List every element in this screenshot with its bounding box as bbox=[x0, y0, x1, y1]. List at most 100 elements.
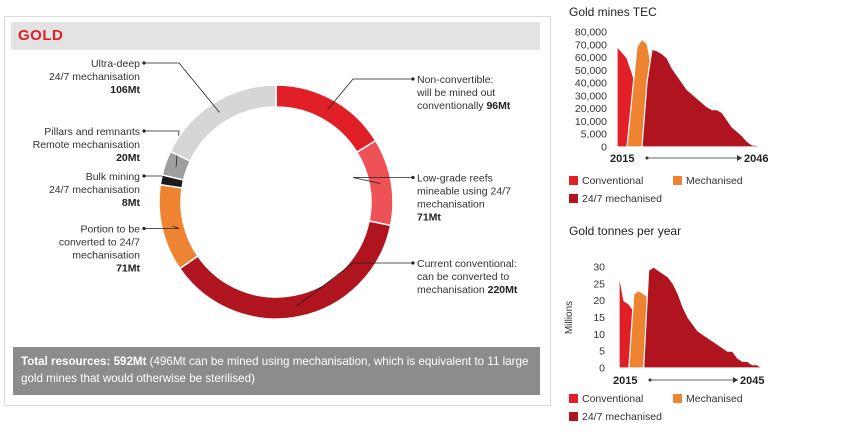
slice-label-prefix: conventionally bbox=[417, 100, 486, 112]
x-axis-arrow-dot bbox=[648, 378, 652, 382]
leader-line-ultra-deep bbox=[144, 62, 220, 113]
x-end-label: 2045 bbox=[740, 375, 764, 387]
slice-label-line: 71Mt bbox=[417, 212, 441, 224]
x-axis-arrow-head bbox=[737, 155, 742, 161]
y-tick-label: 15 bbox=[593, 312, 605, 324]
slice-low-grade-reefs bbox=[355, 139, 394, 227]
slice-label-line: will be mined out bbox=[416, 87, 495, 99]
y-tick-label: 20,000 bbox=[575, 103, 607, 115]
y-tick-label: 40,000 bbox=[575, 78, 607, 90]
slice-label-line: Remote mechanisation bbox=[33, 139, 141, 151]
y-tick-label: 70,000 bbox=[575, 39, 607, 51]
slice-label-line: Current conventional: bbox=[417, 258, 517, 270]
slice-label-line: mechanisation bbox=[72, 250, 140, 262]
total-resources-box: Total resources: 592Mt (496Mt can be min… bbox=[13, 347, 540, 395]
slice-label-current-conventional: Current conventional: can be converted to… bbox=[417, 258, 518, 296]
y-tick-label: 30,000 bbox=[575, 90, 607, 102]
slice-label-line: 20Mt bbox=[116, 152, 140, 164]
slice-label-line: 24/7 mechanisation bbox=[49, 71, 140, 83]
y-tick-label: 5,000 bbox=[581, 129, 607, 141]
slice-label-line: can be converted to bbox=[417, 271, 509, 283]
gold-panel bbox=[4, 16, 551, 406]
slice-ultra-deep bbox=[169, 84, 277, 163]
x-axis-arrow-dot bbox=[645, 156, 649, 160]
legend-swatch-conventional bbox=[569, 176, 578, 185]
y-tick-label: 0 bbox=[599, 363, 605, 375]
legend-label-mechanised: Mechanised bbox=[686, 175, 743, 187]
chart-title: Gold mines TEC bbox=[569, 5, 657, 19]
slice-label-line: Pillars and remnants bbox=[44, 126, 140, 138]
y-tick-label: 10 bbox=[593, 329, 605, 341]
leader-line-portion-to-be bbox=[144, 225, 180, 229]
leader-dot-non-convertible bbox=[411, 77, 415, 81]
slice-label-line: Bulk mining bbox=[86, 171, 140, 183]
y-tick-label: 30 bbox=[593, 262, 605, 274]
tec-chart: Gold mines TEC 80,00070,00060,00050,00040… bbox=[569, 5, 768, 205]
slice-label-prefix: mechanisation bbox=[417, 284, 488, 296]
slice-label-pillars-and-remnants: Pillars and remnants Remote mechanisation… bbox=[33, 126, 141, 164]
leader-line-current-conventional bbox=[296, 262, 413, 307]
slice-non-convertible bbox=[275, 84, 377, 154]
slice-value-ultra-deep: 106Mt bbox=[110, 84, 140, 96]
area-24-7-mechanised bbox=[641, 48, 763, 148]
area-24-7-mechanised bbox=[643, 266, 763, 369]
slice-label-line: mechanisation 220Mt bbox=[417, 284, 518, 296]
legend-label-mechanised: Mechanised bbox=[686, 393, 743, 405]
slice-label-ultra-deep: Ultra-deep 24/7 mechanisation 106Mt bbox=[49, 58, 141, 96]
y-tick-label: 10,000 bbox=[575, 116, 607, 128]
slice-label-line: 8Mt bbox=[122, 197, 141, 209]
total-resources-text: (496Mt can be mined using mechanisation,… bbox=[21, 355, 529, 385]
y-tick-label: 80,000 bbox=[575, 27, 607, 39]
slice-label-line: 71Mt bbox=[116, 263, 140, 275]
slice-label-line: Non-convertible: bbox=[417, 74, 493, 86]
x-start-label: 2015 bbox=[610, 153, 634, 165]
y-tick-label: 5 bbox=[599, 346, 605, 358]
slice-value-pillars-and-remnants: 20Mt bbox=[116, 152, 140, 164]
page-title: GOLD bbox=[18, 27, 64, 44]
total-resources-bold: Total resources: 592Mt bbox=[21, 355, 147, 368]
slice-label-line: mineable using 24/7 bbox=[417, 186, 511, 198]
y-axis-label: Millions bbox=[564, 301, 575, 334]
leader-line-non-convertible bbox=[327, 78, 413, 110]
leader-dot-ultra-deep bbox=[142, 61, 146, 65]
y-tick-label: 20 bbox=[593, 295, 605, 307]
leader-dot-bulk-mining bbox=[142, 174, 146, 178]
slice-value-low-grade-reefs: 71Mt bbox=[417, 212, 441, 224]
legend-swatch-24-7-mechanised bbox=[569, 412, 578, 421]
y-tick-label: 0 bbox=[601, 142, 607, 154]
slice-value-bulk-mining: 8Mt bbox=[122, 197, 141, 209]
slice-portion-to-be bbox=[158, 183, 199, 270]
chart-title: Gold tonnes per year bbox=[569, 224, 681, 238]
legend-label-conventional: Conventional bbox=[582, 393, 643, 405]
slice-label-portion-to-be: Portion to be converted to 24/7 mechanisat… bbox=[59, 224, 141, 275]
legend-swatch-mechanised bbox=[673, 176, 682, 185]
slice-label-line: converted to 24/7 bbox=[59, 237, 140, 249]
x-end-label: 2046 bbox=[744, 153, 768, 165]
slice-value-current-conventional: 220Mt bbox=[488, 284, 518, 296]
slice-label-line: 24/7 mechanisation bbox=[49, 184, 140, 196]
slice-value-non-convertible: 96Mt bbox=[486, 100, 510, 112]
tonnes-chart: Gold tonnes per yearMillions302520151050… bbox=[564, 224, 764, 423]
slice-label-line: Ultra-deep bbox=[91, 58, 140, 70]
legend-label-conventional: Conventional bbox=[582, 175, 643, 187]
y-tick-label: 25 bbox=[593, 278, 605, 290]
slice-value-portion-to-be: 71Mt bbox=[116, 263, 140, 275]
legend-label-24-7-mechanised: 24/7 mechanised bbox=[582, 193, 662, 205]
slice-label-line: mechanisation bbox=[417, 199, 485, 211]
legend-label-24-7-mechanised: 24/7 mechanised bbox=[582, 411, 662, 423]
leader-dot-pillars-and-remnants bbox=[142, 129, 146, 133]
leader-line-low-grade-reefs bbox=[352, 177, 413, 184]
slice-label-non-convertible: Non-convertible: will be mined out convent… bbox=[416, 74, 511, 112]
y-tick-label: 60,000 bbox=[575, 52, 607, 64]
slice-label-line: Low-grade reefs bbox=[417, 173, 493, 185]
x-start-label: 2015 bbox=[613, 375, 637, 387]
leader-dot-current-conventional bbox=[411, 261, 415, 265]
slice-label-line: 106Mt bbox=[110, 84, 140, 96]
donut-chart: Non-convertible: will be mined out convent… bbox=[33, 58, 518, 320]
legend-swatch-24-7-mechanised bbox=[569, 194, 578, 203]
slice-label-bulk-mining: Bulk mining 24/7 mechanisation 8Mt bbox=[49, 171, 141, 209]
slice-label-line: Portion to be bbox=[80, 224, 140, 236]
header-bar bbox=[11, 22, 540, 50]
leader-dot-low-grade-reefs bbox=[411, 175, 415, 180]
legend-swatch-conventional bbox=[569, 394, 578, 403]
